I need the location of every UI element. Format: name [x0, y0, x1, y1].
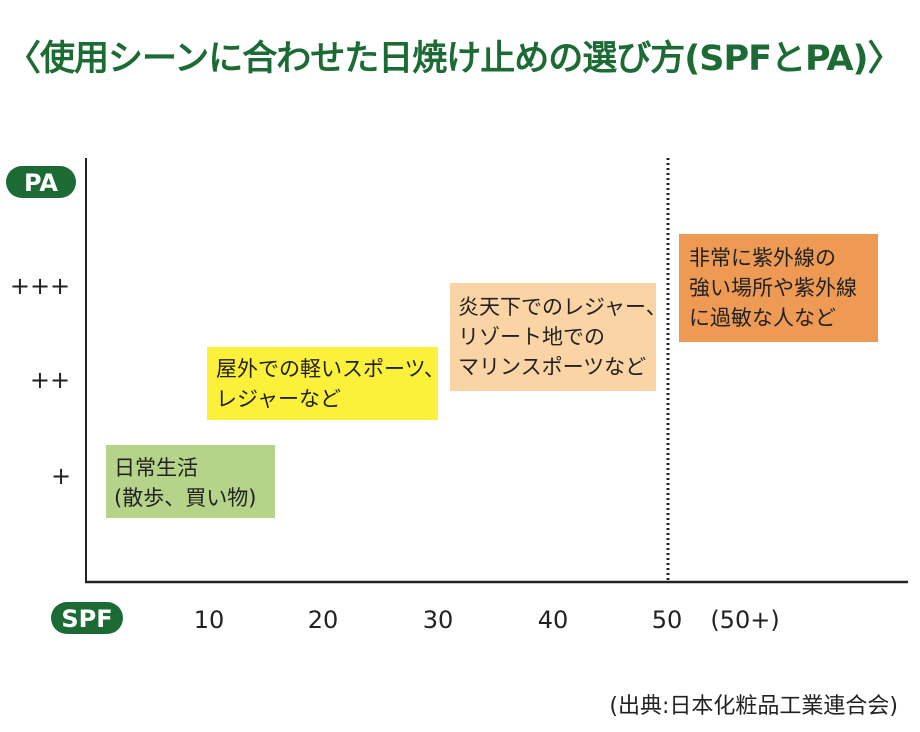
x-tick-label: 20	[308, 606, 339, 634]
x-tick-label: 40	[538, 606, 569, 634]
scenario-line: に過敏な人など	[689, 306, 836, 330]
scenario-line: マリンスポーツなど	[458, 355, 646, 379]
x-tick-label: 10	[194, 606, 225, 634]
scenario-marine-sports: 炎天下でのレジャー、 リゾート地での マリンスポーツなど	[450, 283, 667, 391]
y-axis-pill	[6, 166, 76, 198]
x-axis-pill	[51, 602, 123, 634]
scenario-box-daily-life	[106, 445, 275, 518]
y-tick-label: +	[51, 462, 71, 490]
source-note: (出典:日本化粧品工業連合会)	[609, 694, 898, 719]
scenario-line: リゾート地での	[458, 325, 605, 349]
scenario-line: 炎天下でのレジャー、	[458, 295, 667, 319]
scenario-line: 強い場所や紫外線	[689, 276, 857, 300]
scenario-line: レジャーなど	[216, 387, 341, 411]
scenario-line: 日常生活	[114, 456, 198, 480]
scenario-daily-life: 日常生活 (散歩、買い物)	[106, 445, 275, 518]
scenario-line: (散歩、買い物)	[114, 486, 256, 510]
scenario-line: 屋外での軽いスポーツ、	[216, 357, 445, 381]
y-tick-label: +++	[10, 272, 70, 300]
chart-title: 〈使用シーンに合わせた日焼け止めの選び方(SPFとPA)〉	[6, 39, 903, 79]
scenario-line: 非常に紫外線の	[689, 246, 836, 270]
scenario-box-marine-sports	[450, 283, 656, 391]
y-tick-label: ++	[30, 366, 70, 394]
scenario-light-sports: 屋外での軽いスポーツ、 レジャーなど	[207, 347, 445, 420]
scenario-box-light-sports	[207, 347, 438, 420]
scenario-box-strong-uv	[679, 234, 878, 342]
scenario-strong-uv: 非常に紫外線の 強い場所や紫外線 に過敏な人など	[679, 234, 878, 342]
x-tick-label: (50+)	[710, 606, 779, 634]
x-tick-label: 30	[423, 606, 454, 634]
x-tick-label: 50	[652, 606, 683, 634]
y-axis-label: PA	[24, 169, 58, 197]
x-axis-label: SPF	[61, 605, 112, 633]
